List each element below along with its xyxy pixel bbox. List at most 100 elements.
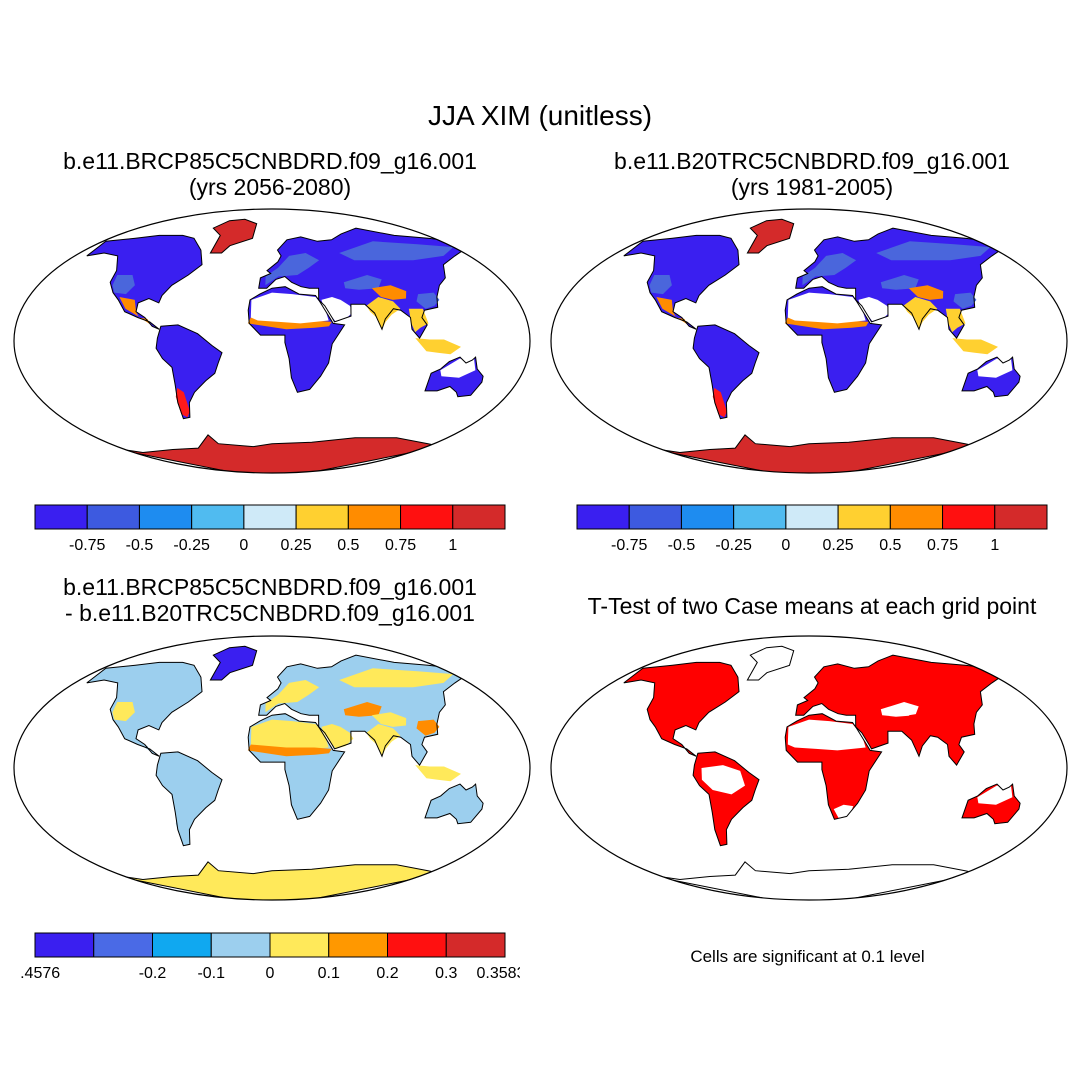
colorbar-1-box-1 [34, 504, 88, 530]
map1-coastline-antarctica [102, 434, 442, 473]
panel-1-title: b.e11.BRCP85C5CNBDRD.f09_g16.001 (yrs 20… [20, 148, 520, 200]
colorbar-3-box-8 [445, 932, 506, 958]
colorbar-1-tick-label-1: -0.75 [69, 537, 106, 554]
map2-land-layer [623, 218, 1021, 473]
map1-se-asia [408, 308, 429, 333]
map1-indonesia [415, 338, 461, 355]
map3-tibet [371, 712, 407, 727]
panel-3-title: b.e11.BRCP85C5CNBDRD.f09_g16.001 - b.e11… [20, 574, 520, 626]
map2-tibet [908, 285, 944, 300]
map2-china-east [953, 292, 977, 309]
map1-australia-n [440, 358, 476, 378]
map2-us-west [649, 275, 672, 295]
map1-coastline-north-america [86, 234, 203, 330]
colorbar-2-tick-label-4: 0 [781, 537, 790, 554]
map1-tibet [371, 285, 407, 300]
map4-coastline-north-america [623, 661, 740, 757]
colorbar-1-box-4 [191, 504, 245, 530]
colorbar-3-tick-label-4: 0 [266, 965, 275, 982]
colorbar-2-box-7 [889, 504, 944, 530]
map4-siberia [876, 668, 991, 688]
map3-arabia [321, 724, 354, 749]
colorbar-2-box-8 [942, 504, 996, 530]
map2-north-america [623, 235, 739, 330]
map2-central-asia [880, 275, 919, 290]
colorbar-panel-2: -0.75 -0.5 -0.25 0 0.25 0.5 0.75 1 [576, 504, 1048, 554]
map3-australia [425, 784, 484, 824]
map2-arabia [858, 297, 891, 322]
map2-south-america [693, 324, 759, 419]
map1-border [13, 208, 531, 474]
map1-land-layer [86, 218, 484, 473]
colorbar-2-box-3 [680, 504, 735, 530]
map1-coastline-africa [247, 286, 346, 393]
map4-coastline-antarctica [639, 861, 979, 900]
colorbar-2-tick-label-6: 0.5 [879, 537, 901, 554]
colorbar-2-tick-label-3: -0.25 [715, 537, 752, 554]
map3-china-east [416, 719, 440, 736]
colorbar-2-box-9 [994, 504, 1048, 530]
map3-coastline-antarctica [102, 861, 442, 900]
map4-europe [802, 680, 857, 713]
map4-coastline-australia [961, 783, 1021, 825]
colorbar-2-box-6 [837, 504, 891, 530]
map2-coastline-south-america [692, 324, 760, 420]
map3-coastline-south-america [155, 751, 223, 847]
map1-central-asia [343, 275, 382, 290]
map-panel-2 [550, 208, 1068, 474]
map4-us-west [649, 702, 672, 722]
map3-central-asia [343, 702, 382, 717]
map2-mexico [656, 297, 688, 325]
figure-title: JJA XIM (unitless) [427, 100, 653, 131]
map3-patagonia [175, 814, 190, 845]
map3-coastline-north-america [86, 661, 203, 757]
colorbar-3-tick-label-1: -1.4576 [20, 965, 60, 982]
colorbar-1-box-9 [452, 504, 506, 530]
map1-us-west [112, 275, 135, 295]
colorbar-3-tick-label-7: 0.3 [435, 965, 457, 982]
colorbar-2-box-4 [733, 504, 787, 530]
map1-siberia [339, 241, 454, 261]
map4-coastline-greenland [746, 645, 795, 681]
map2-coastline-eurasia [795, 227, 1002, 339]
map1-coastline-greenland [209, 218, 258, 254]
colorbar-3-tick-label-5: 0.1 [318, 965, 340, 982]
panel-4-title-line1: T-Test of two Case means at each grid po… [587, 593, 1037, 619]
map2-india [903, 297, 938, 330]
map4-border [550, 635, 1068, 901]
panel-3-title-line1: b.e11.BRCP85C5CNBDRD.f09_g16.001 [63, 574, 477, 600]
colorbar-1-box-5 [243, 504, 297, 530]
panel-2-title-line2: (yrs 1981-2005) [730, 174, 894, 200]
map3-coastline-australia [424, 783, 484, 825]
map2-siberia [876, 241, 991, 261]
map1-china-east [416, 292, 440, 309]
map-panel-1 [13, 208, 531, 474]
map4-coastline-south-america [692, 751, 760, 847]
map4-coastline-africa [784, 713, 883, 820]
map2-sahara [787, 292, 866, 324]
map3-coastline-africa [247, 713, 346, 820]
panel-1-title-line2: (yrs 2056-2080) [188, 174, 352, 200]
colorbar-2-tick-label-2: -0.5 [668, 537, 696, 554]
map2-coastline-north-america [623, 234, 740, 330]
map3-coastline-greenland [209, 645, 258, 681]
map2-coastline-africa [784, 286, 883, 393]
map1-patagonia [175, 387, 190, 418]
colorbar-3-box-3 [152, 932, 212, 958]
colorbar-3-tick-label-2: -0.2 [139, 965, 167, 982]
map2-indonesia [952, 338, 998, 355]
panel-1-title-line1: b.e11.BRCP85C5CNBDRD.f09_g16.001 [63, 148, 477, 174]
colorbar-3-box-1 [34, 932, 95, 958]
map3-sahara [250, 719, 329, 751]
map1-india [366, 297, 401, 330]
map2-australia-n [977, 358, 1013, 378]
map2-greenland [747, 219, 794, 253]
colorbar-2-box-2 [628, 504, 682, 530]
map3-coastline-eurasia [258, 654, 465, 766]
map-panel-4 [550, 635, 1068, 901]
colorbar-3-box-4 [210, 932, 271, 958]
map4-greenland [747, 646, 794, 680]
map3-north-america [86, 662, 202, 757]
panel-3-title-line2: - b.e11.B20TRC5CNBDRD.f09_g16.001 [65, 600, 475, 626]
colorbar-2-box-5 [785, 504, 839, 530]
